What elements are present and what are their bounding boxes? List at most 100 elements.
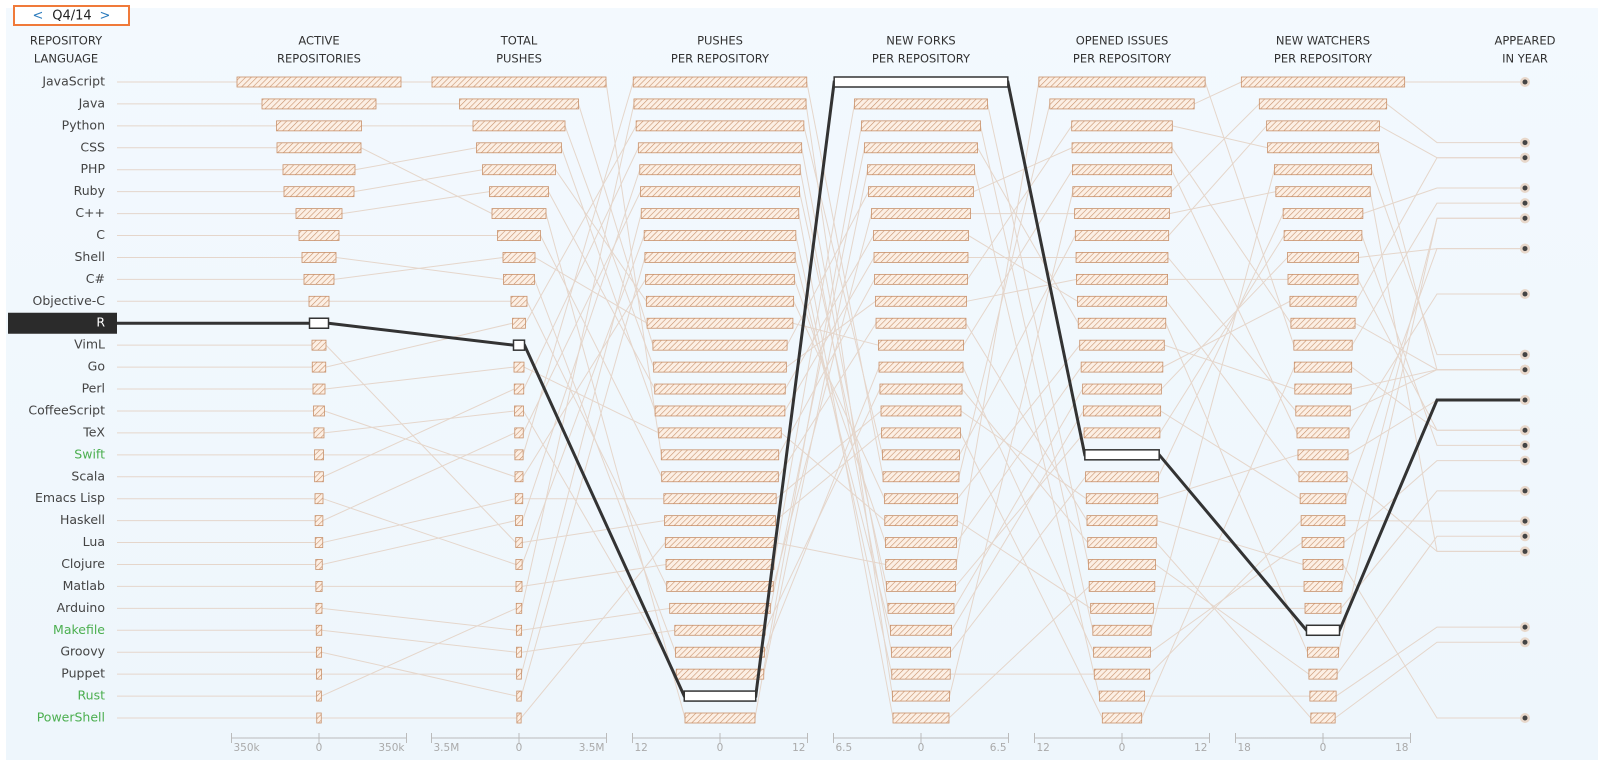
language-label[interactable]: PowerShell xyxy=(37,710,105,725)
language-label[interactable]: C xyxy=(96,227,105,242)
bar xyxy=(315,624,323,636)
bar xyxy=(431,76,607,88)
bar xyxy=(515,581,523,592)
bar xyxy=(314,515,324,527)
prev-button[interactable]: < xyxy=(33,9,44,24)
language-label[interactable]: Matlab xyxy=(63,578,105,593)
language-label[interactable]: Go xyxy=(88,359,105,374)
bar xyxy=(1266,120,1380,132)
language-label[interactable]: Ruby xyxy=(74,183,106,198)
bar xyxy=(1079,339,1165,351)
column-header: REPOSITORY xyxy=(30,34,103,48)
language-label[interactable]: Haskell xyxy=(60,512,105,527)
bar xyxy=(315,646,323,658)
tick-label: 0 xyxy=(516,742,523,754)
bar xyxy=(1293,339,1353,351)
language-label[interactable]: Rust xyxy=(78,688,106,703)
bar xyxy=(1298,471,1348,483)
bar xyxy=(874,273,968,285)
bar xyxy=(497,230,541,241)
bar xyxy=(1038,76,1206,88)
bar xyxy=(683,690,757,702)
bar xyxy=(1071,142,1173,154)
bar xyxy=(658,427,782,439)
column-header: PER REPOSITORY xyxy=(671,52,770,66)
language-label[interactable]: Shell xyxy=(75,249,106,264)
bar xyxy=(1307,646,1339,658)
column-header: PER REPOSITORY xyxy=(1073,52,1172,66)
bar xyxy=(515,602,523,614)
tick-label: 0 xyxy=(316,742,323,754)
language-label[interactable]: TeX xyxy=(82,424,105,439)
language-label[interactable]: CSS xyxy=(80,139,105,154)
bar xyxy=(861,120,981,132)
bar xyxy=(514,405,524,417)
bar xyxy=(878,339,964,351)
bar xyxy=(666,581,774,592)
language-label[interactable]: Swift xyxy=(74,446,105,461)
period-box xyxy=(13,5,130,26)
bar xyxy=(476,142,562,154)
language-label[interactable]: Scala xyxy=(71,468,105,483)
bar xyxy=(314,493,324,505)
language-label[interactable]: Clojure xyxy=(61,556,105,571)
language-label[interactable]: JavaScript xyxy=(41,74,105,89)
language-label[interactable]: Perl xyxy=(82,381,105,396)
language-label[interactable]: Java xyxy=(78,95,105,110)
bar xyxy=(516,690,522,702)
language-label[interactable]: CoffeeScript xyxy=(28,402,105,417)
language-label[interactable]: C# xyxy=(86,271,105,286)
bar xyxy=(1295,405,1351,417)
language-label[interactable]: Emacs Lisp xyxy=(35,490,105,505)
language-label[interactable]: Arduino xyxy=(57,600,105,615)
bar xyxy=(1090,602,1154,614)
bar xyxy=(854,98,988,110)
language-label[interactable]: Python xyxy=(62,117,105,132)
tick-label: 0 xyxy=(1119,742,1126,754)
language-label[interactable]: VimL xyxy=(74,337,105,352)
bar xyxy=(645,273,795,285)
bar xyxy=(1287,273,1359,285)
language-label[interactable]: R xyxy=(96,315,105,330)
next-button[interactable]: > xyxy=(100,9,111,24)
language-label[interactable]: Lua xyxy=(83,534,105,549)
language-label[interactable]: Puppet xyxy=(61,666,105,681)
bar xyxy=(884,515,958,527)
tick-label: 3.5M xyxy=(434,742,460,754)
year-dot xyxy=(1522,518,1528,524)
year-dot xyxy=(1522,185,1528,191)
year-dot xyxy=(1522,200,1528,206)
bar xyxy=(675,646,765,658)
bar xyxy=(1082,383,1162,395)
bar xyxy=(1074,230,1170,241)
bar xyxy=(1072,186,1172,198)
bar xyxy=(664,515,776,527)
language-label[interactable]: Groovy xyxy=(60,644,105,659)
year-dot xyxy=(1522,548,1528,554)
bar xyxy=(1289,295,1357,307)
bar xyxy=(316,712,322,724)
column-header: LANGUAGE xyxy=(34,52,98,66)
tick-label: 350k xyxy=(234,742,261,754)
selected xyxy=(117,76,1530,702)
language-label[interactable]: C++ xyxy=(75,205,105,220)
language-label[interactable]: Makefile xyxy=(53,622,105,637)
language-label[interactable]: PHP xyxy=(81,161,106,176)
bar xyxy=(674,624,766,636)
column-header: NEW FORKS xyxy=(886,34,955,48)
year-dot xyxy=(1522,140,1528,146)
year-dot xyxy=(1522,639,1528,645)
bar xyxy=(1085,493,1159,505)
bar xyxy=(315,559,323,570)
bar xyxy=(643,230,797,241)
column-header: PER REPOSITORY xyxy=(1274,52,1373,66)
bar xyxy=(514,449,524,461)
bar xyxy=(313,405,325,417)
bar xyxy=(514,493,524,505)
tick-label: 350k xyxy=(378,742,405,754)
bar xyxy=(1071,120,1173,132)
language-label[interactable]: Objective-C xyxy=(32,293,105,308)
bar xyxy=(1077,317,1167,329)
bar xyxy=(236,76,402,88)
year-dot xyxy=(1522,397,1528,403)
